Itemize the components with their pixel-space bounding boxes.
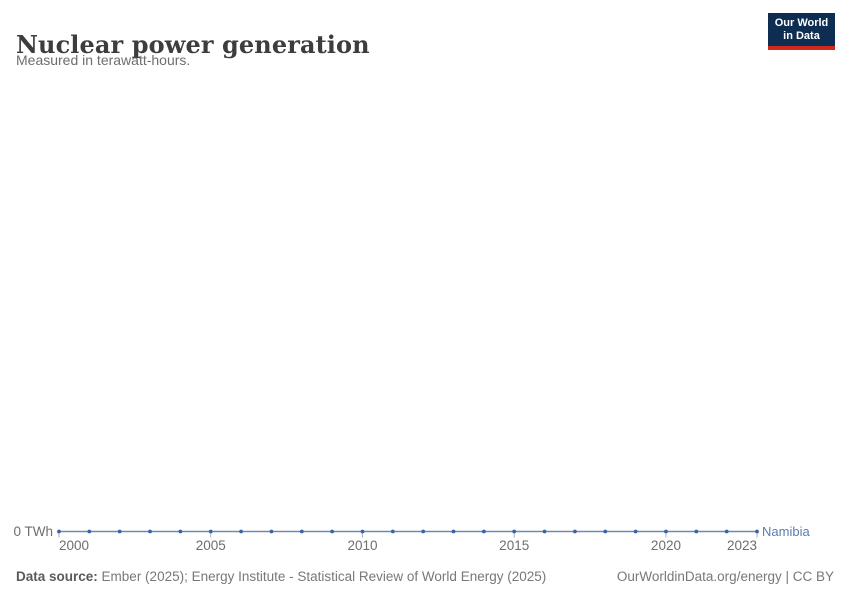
data-point-2002 (117, 529, 122, 534)
data-point-2000 (57, 529, 61, 534)
data-point-2006 (239, 529, 243, 534)
y-axis-zero-label: 0 TWh (13, 524, 53, 539)
data-point-2008 (299, 529, 304, 534)
chart-title: Nuclear power generation (16, 30, 370, 60)
chart-subtitle: Measured in terawatt-hours. (16, 52, 191, 68)
data-point-2001 (87, 529, 92, 534)
data-point-2014 (481, 529, 486, 534)
data-point-2019 (633, 529, 638, 534)
data-source-value: Ember (2025); Energy Institute - Statist… (101, 569, 547, 584)
x-axis-label-2005: 2005 (195, 538, 226, 553)
data-source-label: Data source: (16, 569, 98, 584)
data-point-2009 (330, 529, 335, 534)
data-point-2016 (542, 529, 547, 534)
data-source-note: Data source: Ember (2025); Energy Instit… (16, 569, 546, 584)
data-point-2022 (724, 529, 729, 534)
credit-link[interactable]: OurWorldinData.org/energy | CC BY (616, 569, 834, 584)
data-point-2012 (421, 529, 426, 534)
owid-logo[interactable]: Our World in Data (768, 13, 835, 50)
data-point-2020 (664, 529, 668, 534)
x-axis-label-2015: 2015 (499, 538, 530, 553)
x-axis-label-2023: 2023 (726, 538, 757, 553)
owid-logo-line2: in Data (783, 29, 820, 42)
data-point-2023 (755, 529, 759, 534)
data-point-2018 (603, 529, 608, 534)
data-point-2017 (573, 529, 577, 534)
data-point-2004 (178, 529, 183, 534)
x-axis-label-2020: 2020 (650, 538, 681, 553)
data-point-2015 (512, 529, 517, 534)
owid-logo-line1: Our World (774, 16, 829, 29)
data-point-2005 (208, 529, 213, 534)
x-axis-label-2000: 2000 (59, 538, 90, 553)
data-point-2011 (390, 529, 395, 534)
entity-label-namibia[interactable]: Namibia (762, 524, 810, 539)
data-point-2007 (269, 529, 274, 534)
x-axis-label-2010: 2010 (347, 538, 378, 553)
data-point-2021 (694, 529, 699, 534)
data-point-2013 (451, 529, 456, 534)
data-point-2003 (148, 529, 152, 534)
data-point-2010 (360, 529, 365, 534)
